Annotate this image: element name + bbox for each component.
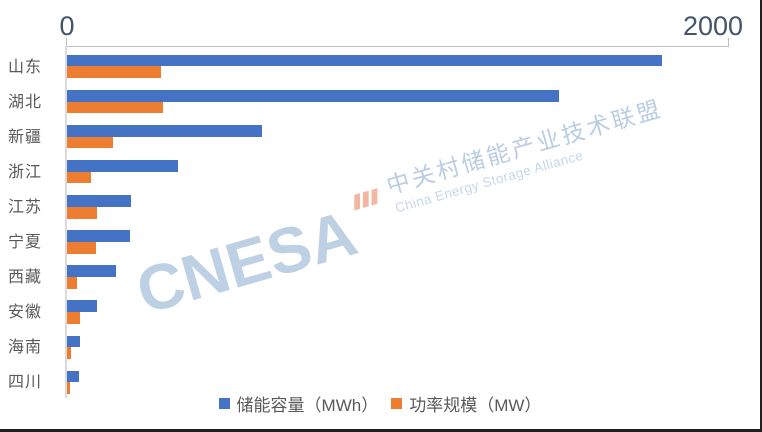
capacity-bar [67,230,130,242]
chart-row: 湖北 [0,82,745,117]
category-label: 西藏 [7,269,42,287]
capacity-bar [67,300,98,313]
capacity-bar [67,54,662,67]
bar-group [67,152,745,187]
power-bar [67,277,77,289]
category-label: 湖北 [7,93,42,111]
category-label: 江苏 [7,198,42,216]
capacity-bar [67,89,560,102]
bar-group [67,258,745,293]
power-bar [67,382,70,395]
bar-group [67,328,745,363]
chart-row: 浙江 [0,152,745,187]
chart-row: 山东 [0,47,745,82]
bar-group [67,187,745,222]
power-bar [67,241,97,254]
chart-rows: 山东 湖北 新疆 浙江 [0,47,745,398]
value-axis-tick-max [728,38,729,47]
chart-row: 江苏 [0,187,745,222]
bar-group [67,222,745,257]
power-bar [67,136,113,149]
capacity-bar [67,265,116,278]
bar-group [67,47,745,82]
chart-row: 新疆 [0,117,745,152]
power-bar [67,101,163,114]
category-label: 海南 [7,339,42,357]
category-label: 新疆 [7,128,42,146]
bar-group [67,82,745,117]
bar-group [67,117,745,152]
power-bar [67,347,71,359]
category-label: 山东 [7,58,42,76]
legend-label-capacity: 储能容量（MWh） [236,396,379,415]
chart-row: 四川 [0,363,745,398]
capacity-swatch-icon [218,398,230,409]
legend: 储能容量（MWh） 功率规模（MW） [0,391,760,416]
legend-item-power: 功率规模（MW） [391,391,541,416]
value-axis-tick-label-max: 2000 [682,11,744,41]
legend-label-power: 功率规模（MW） [409,396,542,415]
chart-row: 宁夏 [0,222,745,257]
capacity-bar [67,195,131,207]
chart-row: 海南 [0,328,745,363]
category-axis-line [65,46,67,398]
capacity-bar [67,160,178,172]
power-swatch-icon [391,398,403,409]
power-bar [67,206,97,219]
chart-row: 西藏 [0,258,745,293]
value-axis-tick-min [66,38,67,47]
category-label: 宁夏 [7,234,42,252]
bar-group [67,363,745,398]
power-bar [67,171,91,184]
chart-row: 安徽 [0,293,745,328]
bar-group [67,293,745,328]
value-axis-line [66,46,729,47]
legend-item-capacity: 储能容量（MWh） [218,391,379,416]
category-label: 安徽 [7,304,42,322]
category-label: 四川 [7,374,42,392]
category-label: 浙江 [7,163,42,181]
capacity-bar [67,124,262,137]
power-bar [67,312,80,324]
capacity-bar [67,370,80,383]
value-axis-tick-label-min: 0 [59,11,75,41]
capacity-bar [67,335,80,348]
power-bar [67,66,162,79]
